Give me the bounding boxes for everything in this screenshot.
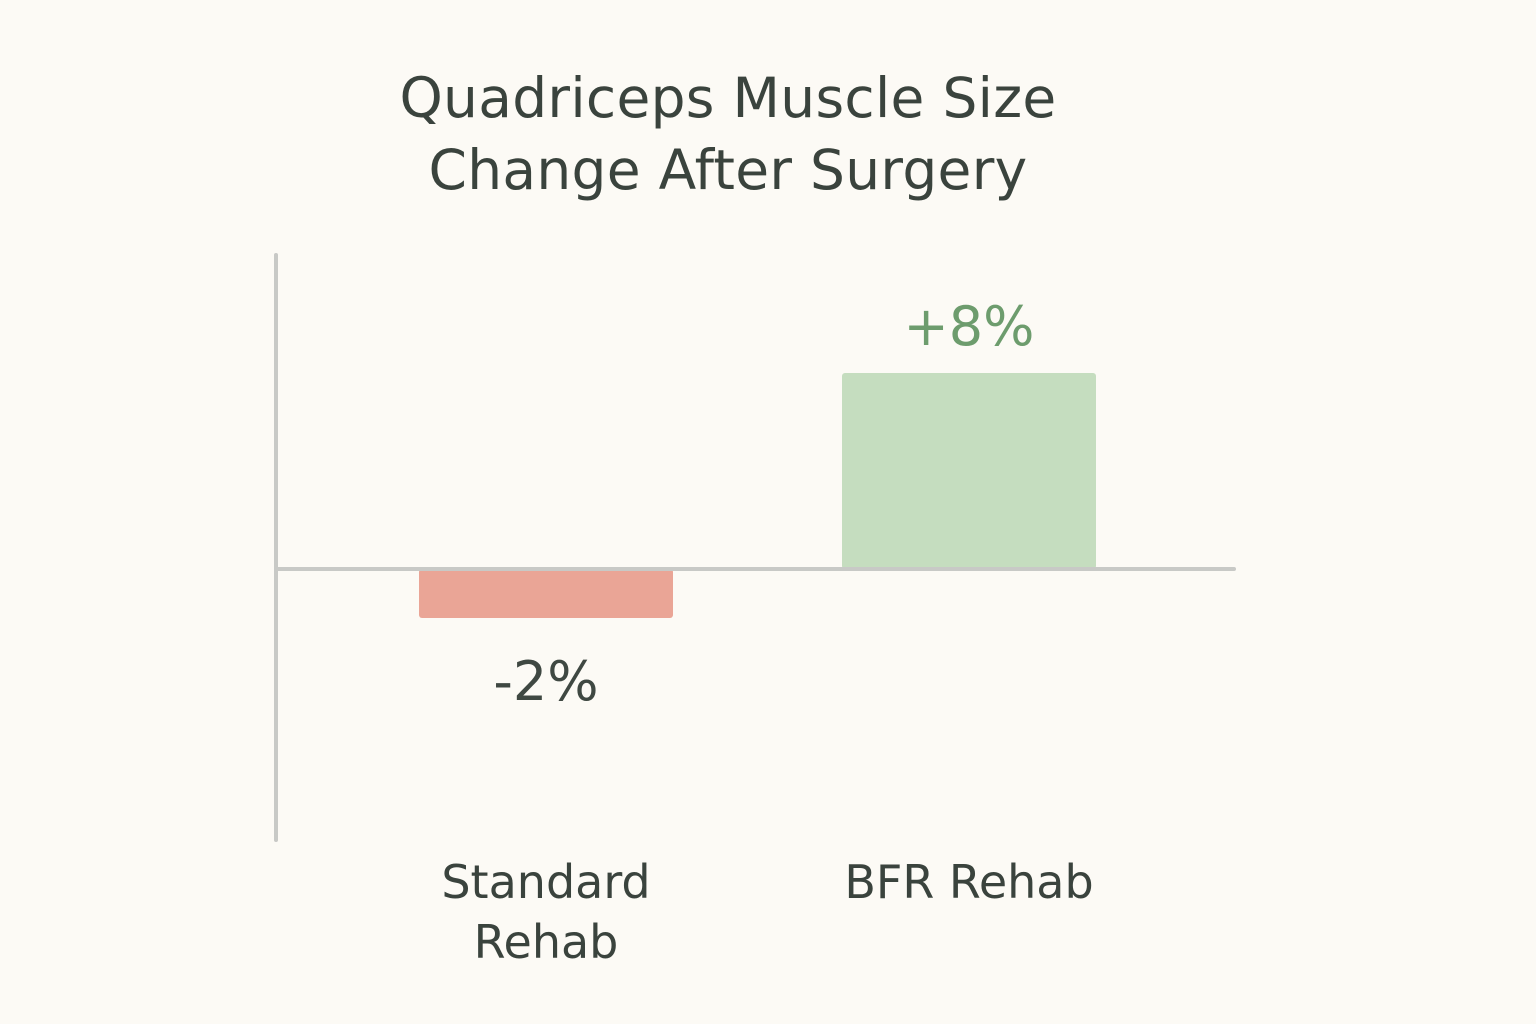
chart-title-line-2: Change After Surgery	[428, 138, 1028, 202]
category-label-2: BFR Rehab	[844, 855, 1093, 909]
category-label-1-line-1: Standard	[441, 855, 650, 909]
bar-2	[842, 373, 1096, 569]
chart-title: Quadriceps Muscle Size Change After Surg…	[0, 62, 1456, 206]
value-label-2: +8%	[904, 295, 1035, 358]
value-label-1: -2%	[493, 650, 598, 713]
category-label-1-line-2: Rehab	[474, 915, 619, 969]
chart-title-line-1: Quadriceps Muscle Size	[399, 66, 1057, 130]
bar-1	[419, 569, 673, 618]
